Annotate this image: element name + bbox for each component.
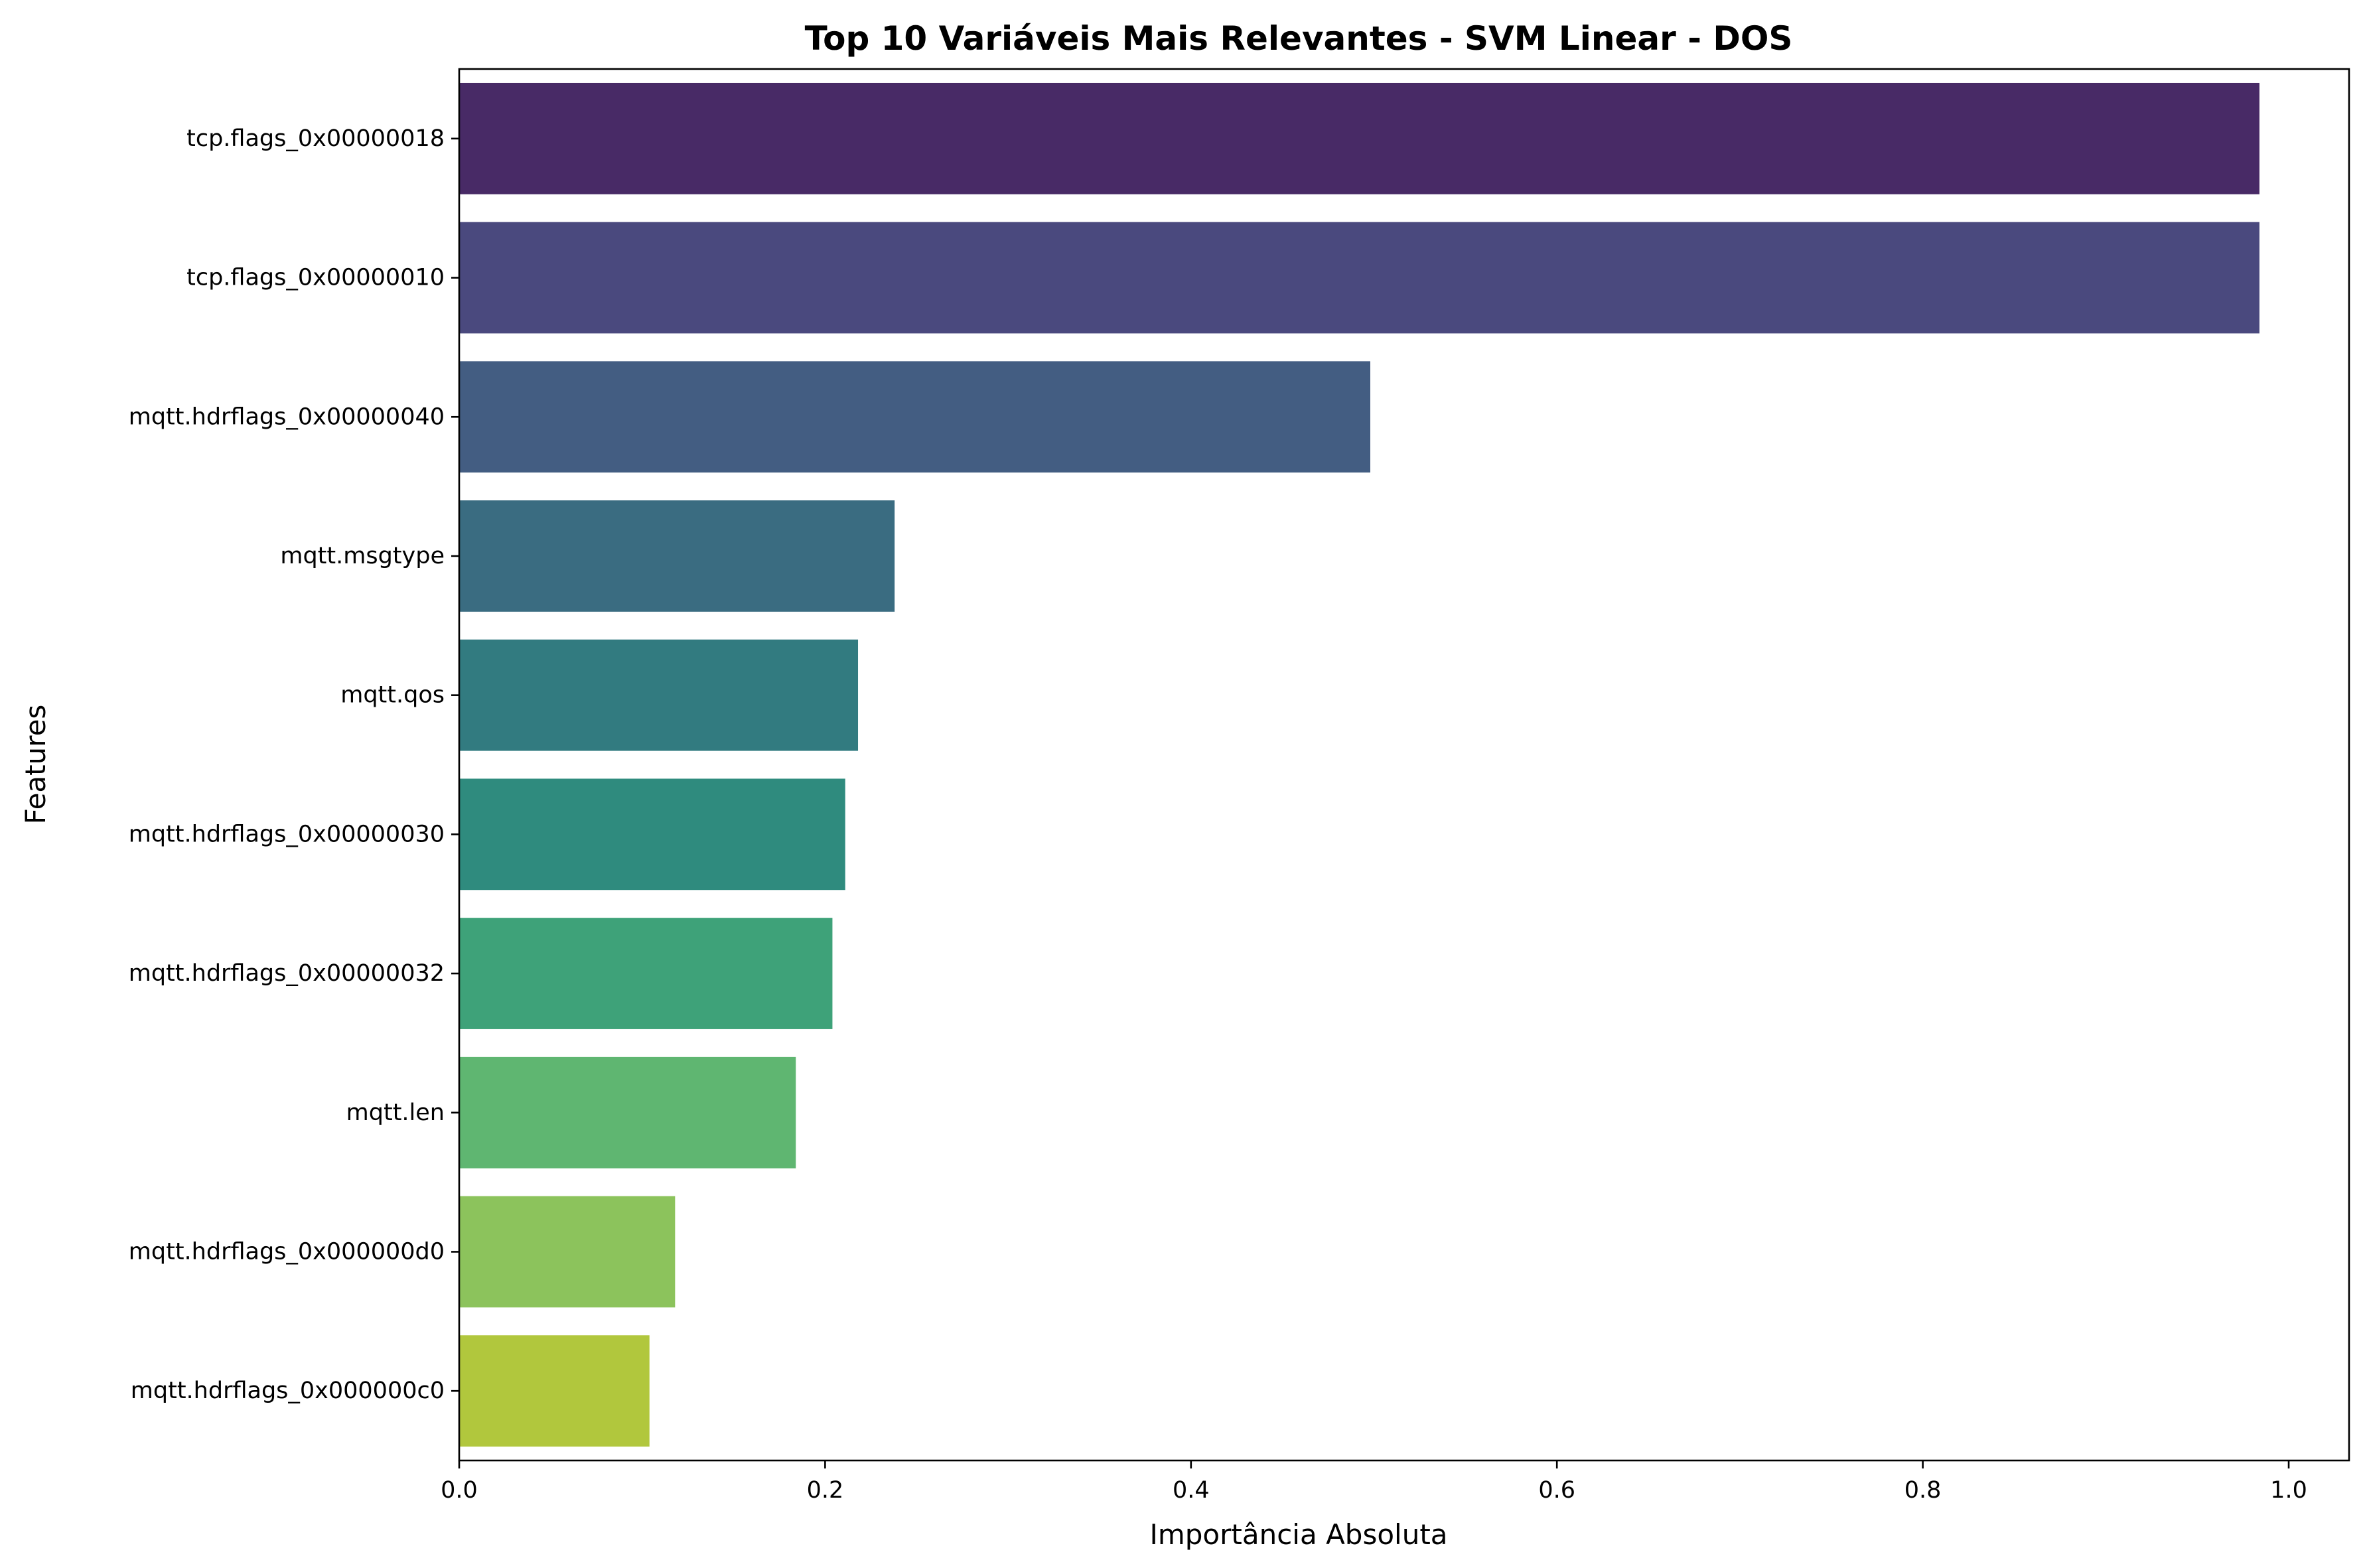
bar-4 <box>459 639 859 751</box>
y-tick-label-5: mqtt.hdrflags_0x00000030 <box>129 821 445 847</box>
chart-title: Top 10 Variáveis Mais Relevantes - SVM L… <box>805 19 1793 58</box>
x-tick-label-3: 0.6 <box>1538 1477 1575 1504</box>
y-tick-label-8: mqtt.hdrflags_0x000000d0 <box>129 1238 445 1265</box>
bar-2 <box>459 361 1370 473</box>
y-axis-label: Features <box>19 705 52 825</box>
y-tick-label-1: tcp.flags_0x00000010 <box>186 265 445 291</box>
bar-0 <box>459 82 2259 194</box>
y-tick-label-9: mqtt.hdrflags_0x000000c0 <box>131 1378 445 1404</box>
x-tick-label-4: 0.8 <box>1904 1477 1942 1504</box>
y-tick-label-7: mqtt.len <box>346 1100 445 1126</box>
bar-5 <box>459 778 845 891</box>
y-tick-label-2: mqtt.hdrflags_0x00000040 <box>129 403 445 430</box>
plot-frame <box>458 68 2350 1462</box>
x-tick-label-2: 0.4 <box>1173 1477 1210 1504</box>
bar-6 <box>459 918 833 1029</box>
y-tick-label-6: mqtt.hdrflags_0x00000032 <box>129 960 445 987</box>
y-axis-ticks: tcp.flags_0x00000018 tcp.flags_0x00000010… <box>129 125 459 1404</box>
y-tick-label-0: tcp.flags_0x00000018 <box>186 125 445 152</box>
x-axis-label: Importância Absoluta <box>1149 1518 1447 1551</box>
bars-group <box>459 82 2259 1447</box>
x-tick-label-1: 0.2 <box>807 1477 844 1504</box>
bar-3 <box>459 500 895 612</box>
y-tick-label-4: mqtt.qos <box>340 682 445 709</box>
x-tick-label-0: 0.0 <box>441 1477 478 1504</box>
x-tick-label-5: 1.0 <box>2270 1477 2307 1504</box>
bar-1 <box>459 222 2259 334</box>
bar-8 <box>459 1196 676 1308</box>
bar-7 <box>459 1056 796 1169</box>
y-tick-label-3: mqtt.msgtype <box>280 543 445 569</box>
x-axis-ticks: 0.0 0.2 0.4 0.6 0.8 1.0 <box>441 1461 2307 1504</box>
bar-9 <box>459 1335 650 1447</box>
